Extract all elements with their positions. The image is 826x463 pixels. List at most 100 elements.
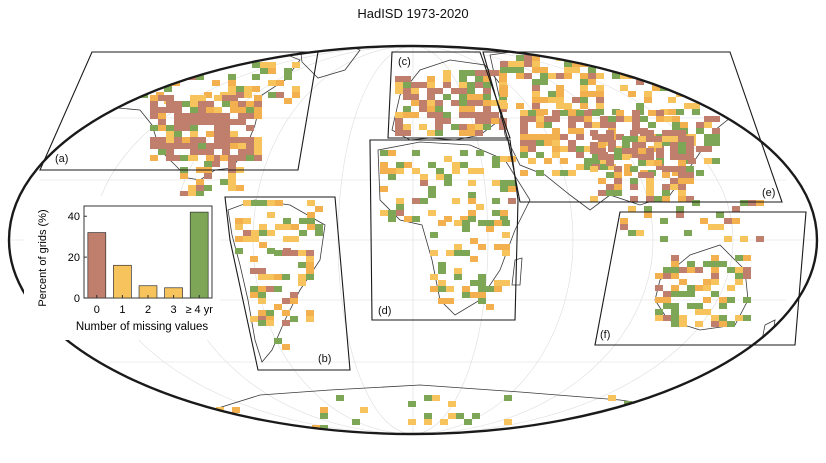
x-tick-label: 3 (171, 304, 177, 316)
grid-cell (708, 67, 716, 73)
grid-cell (532, 61, 540, 67)
grid-cell (320, 425, 328, 431)
south-america-outline (227, 199, 326, 363)
grid-cell (222, 131, 230, 137)
grid-cell (656, 152, 664, 158)
grid-cell (436, 174, 444, 180)
grid-cell (520, 122, 528, 128)
region-label-d: (d) (378, 305, 391, 317)
grid-cell (596, 103, 604, 109)
grid-cell (616, 110, 624, 116)
grid-cell (492, 198, 500, 204)
grid-cell (703, 279, 711, 285)
grid-cell (116, 62, 124, 68)
grid-cell (700, 91, 708, 97)
grid-cell (678, 178, 686, 184)
chart-bars (87, 211, 209, 299)
grid-cell (222, 137, 230, 143)
grid-cell (612, 73, 620, 79)
grid-cell (116, 86, 124, 92)
grid-cell (214, 131, 222, 137)
grid-cell (166, 137, 174, 143)
grid-cell (632, 140, 640, 146)
grid-cell (604, 61, 612, 67)
grid-cell (456, 413, 464, 419)
grid-cell (158, 125, 166, 131)
grid-cell (306, 250, 314, 256)
grid-cell (711, 261, 719, 267)
grid-cell (166, 155, 174, 161)
grid-cell (540, 79, 548, 85)
grid-cell (174, 119, 182, 125)
grid-cell (435, 88, 443, 94)
grid-cell (719, 261, 727, 267)
grid-cell (676, 206, 684, 212)
grid-cell (696, 170, 704, 176)
grid-cell (235, 218, 243, 224)
grid-cell (620, 73, 628, 79)
grid-cell (427, 82, 435, 88)
grid-cell (592, 158, 600, 164)
grid-cell (704, 158, 712, 164)
grid-cell (420, 174, 428, 180)
grid-cell (516, 61, 524, 67)
grid-cell (735, 267, 743, 273)
grid-cell (532, 91, 540, 97)
grid-cell (411, 82, 419, 88)
grid-cell (483, 124, 491, 130)
grid-cell (544, 116, 552, 122)
grid-cell (246, 125, 254, 131)
grid-cell (182, 113, 190, 119)
grid-cell (540, 67, 548, 73)
grid-cell (298, 250, 306, 256)
grid-cell (532, 67, 540, 73)
grid-cell (696, 413, 704, 419)
grid-cell (232, 407, 240, 413)
grid-cell (663, 315, 671, 321)
grid-cell (552, 152, 560, 158)
grid-cell (299, 230, 307, 236)
grid-cell (662, 166, 670, 172)
grid-cell (174, 131, 182, 137)
grid-cell (719, 303, 727, 309)
grid-cell (276, 80, 284, 86)
grid-cell (520, 146, 528, 152)
grid-cell (502, 250, 510, 256)
grid-cell (443, 76, 451, 82)
grid-cell (430, 286, 438, 292)
grid-cell (412, 216, 420, 222)
grid-cell (230, 107, 238, 113)
grid-cell (500, 61, 508, 67)
grid-cell (711, 267, 719, 273)
grid-cell (678, 148, 686, 154)
grid-cell (486, 226, 494, 232)
grid-cell (664, 116, 672, 122)
grid-cell (238, 101, 246, 107)
chart-x-label: Number of missing values (76, 321, 209, 333)
grid-cell (274, 274, 282, 280)
grid-cell (424, 413, 432, 419)
grid-cell (214, 137, 222, 143)
grid-cell (428, 162, 436, 168)
grid-cell (258, 316, 266, 322)
grid-cell (654, 142, 662, 148)
grid-cell (468, 216, 476, 222)
grid-cell (190, 113, 198, 119)
grid-cell (632, 110, 640, 116)
grid-cell (444, 216, 452, 222)
grid-cell (564, 61, 572, 67)
grid-cell (108, 62, 116, 68)
grid-cell (663, 297, 671, 303)
grid-cell (598, 136, 606, 142)
grid-cell (568, 116, 576, 122)
grid-cell (572, 97, 580, 103)
grid-cell (592, 152, 600, 158)
grid-cell (222, 101, 230, 107)
grid-cell (654, 136, 662, 142)
grid-cell (475, 112, 483, 118)
grid-cell (656, 110, 664, 116)
grid-cell (419, 106, 427, 112)
grid-cell (548, 73, 556, 79)
grid-cell (443, 112, 451, 118)
grid-cell (182, 143, 190, 149)
